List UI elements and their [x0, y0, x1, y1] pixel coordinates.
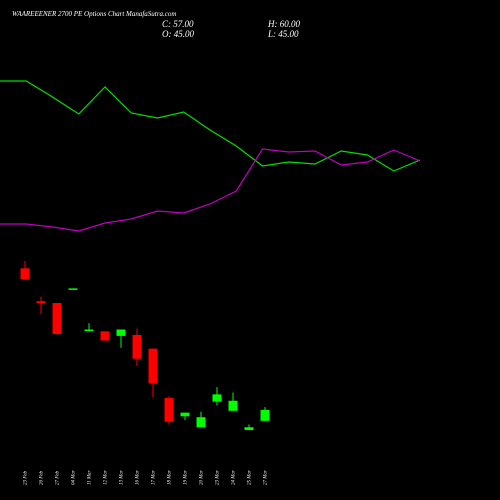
x-tick-label: 27 Feb — [56, 470, 61, 485]
candle-body — [116, 329, 126, 336]
x-tick-label: 11 Mar — [88, 470, 93, 485]
open-label: O: 45.00 — [162, 29, 194, 39]
x-tick-label: 18 Mar — [168, 470, 173, 485]
high-label: H: 60.00 — [267, 19, 300, 29]
candle-body — [36, 301, 46, 304]
chart-title: WAAREEENER 2700 PE Options Chart ManafaS… — [12, 10, 176, 18]
x-tick-label: 25 Mar — [248, 470, 253, 485]
candle-body — [148, 348, 158, 384]
candle-body — [212, 394, 222, 402]
candle-body — [84, 329, 94, 332]
candle-body — [180, 412, 190, 417]
candle-body — [260, 409, 270, 421]
x-tick-label: 24 Mar — [232, 470, 237, 485]
x-tick-label: 26 Feb — [40, 470, 45, 485]
x-tick-label: 12 Mar — [104, 470, 109, 485]
x-tick-label: 04 Mar — [72, 470, 77, 485]
candle-body — [52, 303, 62, 335]
candle-body — [196, 417, 206, 428]
x-tick-label: 13 Mar — [120, 470, 125, 485]
candle-body — [132, 334, 142, 359]
candle-body — [100, 331, 110, 341]
candle-body — [20, 268, 30, 280]
indicator-line — [0, 148, 421, 232]
candle-body — [164, 398, 174, 422]
candle-body — [228, 400, 238, 411]
x-tick-label: 23 Mar — [216, 470, 221, 485]
x-tick-label: 17 Mar — [152, 470, 157, 485]
x-tick-label: 27 Mar — [264, 470, 269, 485]
x-tick-label: 23 Feb — [24, 470, 29, 485]
indicator-line — [0, 80, 421, 172]
x-tick-label: 20 Mar — [200, 470, 205, 485]
x-tick-label: 19 Mar — [184, 470, 189, 485]
close-label: C: 57.00 — [162, 19, 194, 29]
candle-body — [68, 288, 78, 290]
candle-body — [244, 427, 254, 430]
x-tick-label: 16 Mar — [136, 470, 141, 485]
low-label: L: 45.00 — [267, 29, 299, 39]
